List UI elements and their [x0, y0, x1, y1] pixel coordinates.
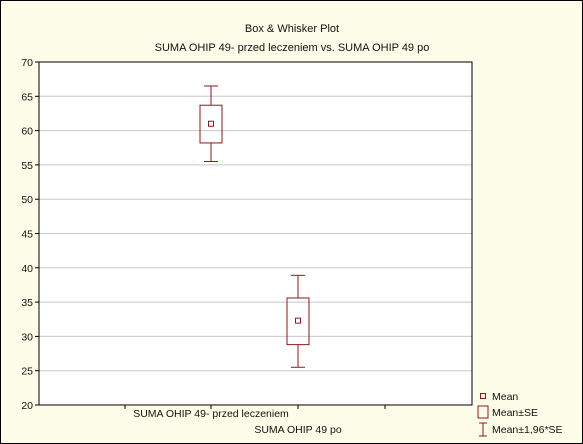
y-tick-label: 40 — [21, 263, 33, 275]
y-tick-label: 55 — [21, 160, 33, 172]
x-category-label: SUMA OHIP 49 po — [254, 424, 342, 436]
se-box — [199, 104, 223, 144]
box-group — [286, 274, 310, 368]
x-axis: SUMA OHIP 49- przed leczeniem SUMA OHIP 4… — [124, 405, 386, 436]
mean-marker — [208, 120, 214, 127]
y-tick-label: 45 — [21, 229, 33, 241]
legend: Mean Mean±SE Mean±1,96*SE — [477, 391, 563, 437]
y-tick-label: 20 — [21, 400, 33, 412]
y-tick-label: 70 — [21, 57, 33, 69]
y-tick-label: 60 — [21, 126, 33, 138]
box-group — [199, 85, 223, 162]
y-tick-label: 65 — [21, 91, 33, 103]
legend-se-symbol — [477, 405, 489, 419]
y-tick-label: 50 — [21, 194, 33, 206]
y-tick-label: 35 — [21, 297, 33, 309]
mean-marker — [295, 317, 301, 324]
x-category-label: SUMA OHIP 49- przed leczeniem — [133, 408, 289, 420]
y-tick-label: 30 — [21, 331, 33, 343]
legend-label: Mean±1,96*SE — [492, 424, 563, 436]
legend-label: Mean — [492, 391, 518, 403]
y-axis: 20 25 30 35 40 45 50 55 60 65 70 — [21, 57, 39, 412]
chart-subtitle: SUMA OHIP 49- przed leczeniem vs. SUMA O… — [155, 42, 430, 54]
se-box — [286, 297, 310, 346]
legend-mean-symbol — [480, 393, 486, 399]
legend-label: Mean±SE — [492, 407, 538, 419]
chart-title: Box & Whisker Plot — [245, 23, 339, 35]
y-tick-label: 25 — [21, 366, 33, 378]
series-marks — [199, 85, 310, 368]
